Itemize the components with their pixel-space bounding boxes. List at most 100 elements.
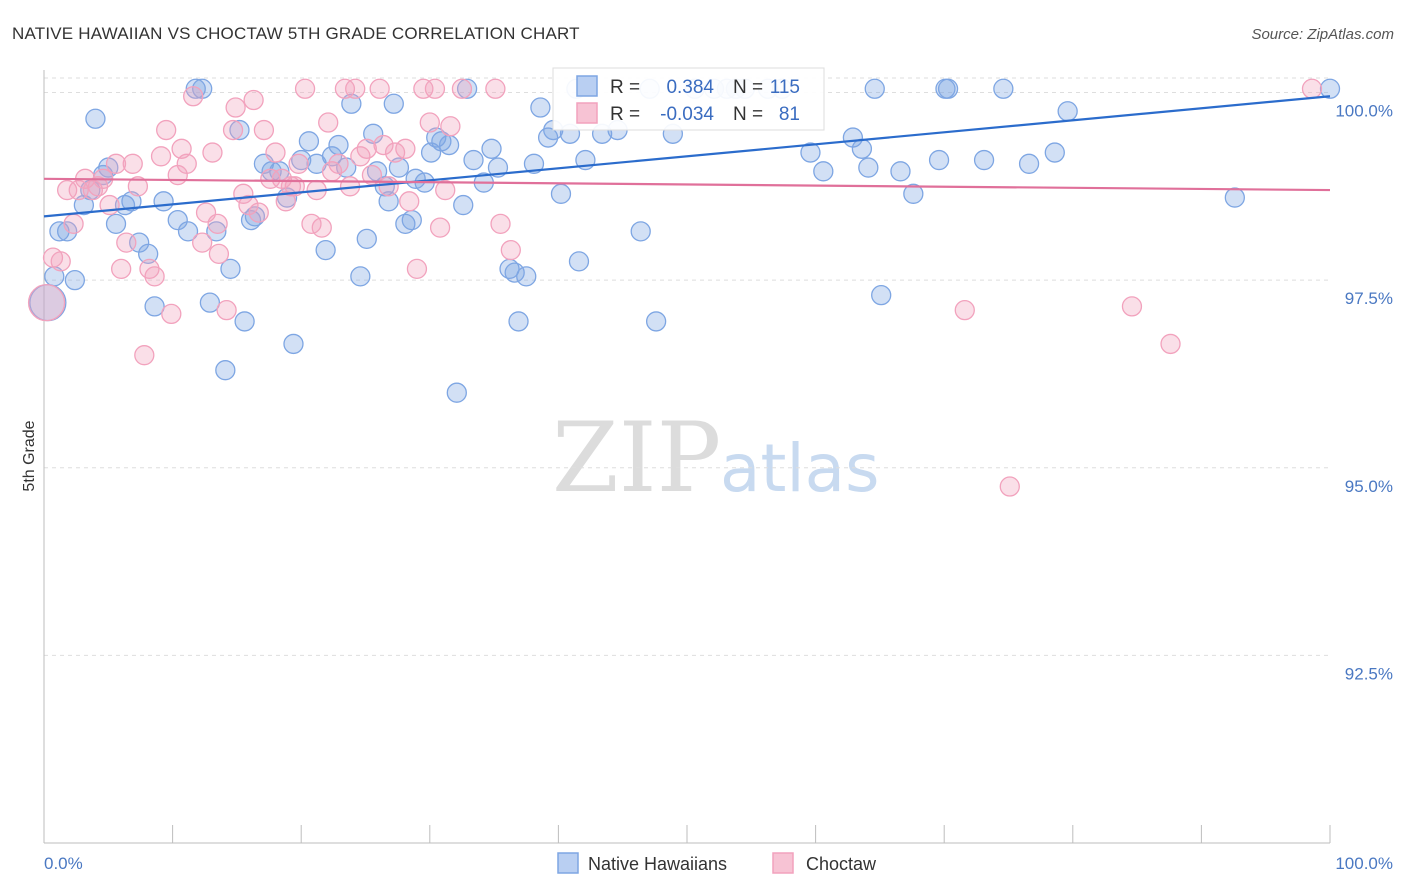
native-hawaiians-point-60 bbox=[456, 78, 478, 99]
native-hawaiians-point-50 bbox=[395, 213, 416, 234]
native-hawaiians-point-12 bbox=[121, 191, 142, 212]
choctaw-point-31 bbox=[216, 300, 237, 321]
stats-swatch-native-hawaiians bbox=[576, 75, 598, 97]
stats-swatch-choctaw bbox=[576, 102, 598, 124]
choctaw-point-45 bbox=[288, 153, 309, 174]
choctaw-point-21 bbox=[161, 303, 182, 325]
choctaw-point-63 bbox=[395, 138, 416, 159]
choctaw-point-61 bbox=[378, 176, 399, 197]
choctaw-point-57 bbox=[356, 138, 377, 159]
native-hawaiians-point-54 bbox=[420, 142, 442, 163]
stats-r-choctaw: -0.034 bbox=[660, 104, 714, 125]
native-hawaiians-point-34 bbox=[291, 149, 312, 171]
choctaw-point-50 bbox=[318, 112, 339, 133]
native-hawaiians-point-95 bbox=[858, 157, 879, 178]
choctaw-point-38 bbox=[253, 119, 275, 141]
choctaw-point-76 bbox=[954, 300, 975, 321]
native-hawaiians-point-7 bbox=[85, 108, 106, 129]
native-hawaiians-point-59 bbox=[453, 194, 474, 216]
choctaw-point-12 bbox=[111, 258, 132, 280]
choctaw-point-78 bbox=[1121, 296, 1143, 317]
watermark: ZIP atlas bbox=[552, 402, 880, 514]
native-hawaiians-point-96 bbox=[864, 78, 885, 99]
choctaw-point-16 bbox=[134, 345, 155, 366]
native-hawaiians-point-35 bbox=[298, 131, 320, 152]
native-hawaiians-point-42 bbox=[350, 266, 371, 287]
choctaw-point-68 bbox=[424, 78, 446, 99]
choctaw-point-67 bbox=[419, 112, 440, 133]
choctaw-point-37 bbox=[248, 202, 269, 223]
native-hawaiians-point-73 bbox=[550, 183, 572, 204]
choctaw-point-0 bbox=[27, 284, 66, 322]
native-hawaiians-point-82 bbox=[645, 311, 667, 332]
native-hawaiians-point-48 bbox=[383, 93, 404, 114]
choctaw-point-59 bbox=[369, 78, 390, 99]
choctaw-point-70 bbox=[435, 179, 456, 201]
legend-label-choctaw: Choctaw bbox=[806, 854, 877, 874]
choctaw-point-65 bbox=[406, 258, 428, 280]
choctaw-point-13 bbox=[116, 232, 137, 253]
native-hawaiians-point-25 bbox=[229, 119, 250, 141]
choctaw-point-35 bbox=[238, 194, 259, 216]
choctaw-point-3 bbox=[56, 179, 78, 201]
y-tick-label-95: 95.0% bbox=[1345, 477, 1393, 496]
native-hawaiians-point-105 bbox=[1018, 153, 1040, 174]
native-hawaiians-point-76 bbox=[568, 251, 590, 272]
native-hawaiians-point-27 bbox=[240, 209, 262, 231]
choctaw-point-28 bbox=[202, 142, 223, 163]
choctaw-point-29 bbox=[207, 213, 228, 234]
native-hawaiians-point-19 bbox=[185, 78, 206, 99]
native-hawaiians-point-18 bbox=[177, 221, 199, 242]
native-hawaiians-point-33 bbox=[283, 333, 304, 355]
native-hawaiians-point-99 bbox=[903, 183, 924, 204]
choctaw-point-80 bbox=[1301, 78, 1323, 99]
native-hawaiians-point-28 bbox=[244, 206, 266, 227]
native-hawaiians-point-49 bbox=[388, 157, 410, 178]
choctaw-point-20 bbox=[156, 119, 177, 141]
trend-lines bbox=[43, 95, 1331, 218]
choctaw-point-73 bbox=[485, 78, 506, 99]
native-hawaiians-point-102 bbox=[937, 78, 959, 99]
native-hawaiians-point-94 bbox=[851, 138, 873, 159]
native-hawaiians-point-24 bbox=[220, 258, 241, 280]
native-hawaiians-point-58 bbox=[446, 382, 467, 403]
choctaw-point-42 bbox=[275, 191, 296, 212]
trend-line-choctaw bbox=[43, 177, 1331, 192]
native-hawaiians-point-57 bbox=[438, 134, 460, 156]
choctaw-point-30 bbox=[208, 243, 230, 265]
x-tick-label-min: 0.0% bbox=[44, 854, 83, 873]
native-hawaiians-point-67 bbox=[508, 311, 529, 332]
choctaw-point-39 bbox=[260, 168, 281, 189]
native-hawaiians-point-44 bbox=[363, 123, 384, 144]
native-hawaiians-point-5 bbox=[73, 194, 95, 216]
native-hawaiians-point-97 bbox=[871, 284, 892, 306]
native-hawaiians-point-103 bbox=[973, 149, 995, 171]
native-hawaiians-point-47 bbox=[378, 191, 399, 212]
native-hawaiians-point-23 bbox=[215, 360, 236, 381]
native-hawaiians-point-4 bbox=[64, 269, 86, 291]
choctaw-point-26 bbox=[192, 232, 213, 253]
stats-box-frame bbox=[552, 67, 825, 131]
choctaw-point-64 bbox=[399, 191, 420, 212]
legend-swatch-native-hawaiians bbox=[557, 852, 579, 874]
choctaw-point-23 bbox=[171, 138, 192, 159]
native-hawaiians-point-10 bbox=[105, 213, 127, 234]
native-hawaiians-point-51 bbox=[401, 209, 422, 231]
chart-title: NATIVE HAWAIIAN VS CHOCTAW 5TH GRADE COR… bbox=[12, 24, 580, 43]
choctaw-point-2 bbox=[50, 251, 71, 272]
watermark-atlas: atlas bbox=[720, 430, 880, 507]
native-hawaiians-point-14 bbox=[138, 243, 159, 265]
native-hawaiians-point-41 bbox=[341, 93, 362, 114]
choctaw-point-75 bbox=[500, 239, 521, 261]
trend-line-native-hawaiians bbox=[43, 95, 1331, 218]
choctaw-point-24 bbox=[176, 153, 197, 174]
native-hawaiians-point-21 bbox=[199, 292, 221, 313]
native-hawaiians-point-22 bbox=[206, 221, 227, 242]
choctaw-point-72 bbox=[451, 78, 473, 99]
native-hawaiians-point-80 bbox=[630, 221, 651, 242]
y-axis-tick-labels: 100.0% 97.5% 95.0% 92.5% bbox=[1335, 102, 1393, 684]
choctaw-point-53 bbox=[334, 78, 356, 99]
choctaw-point-14 bbox=[122, 153, 143, 174]
stats-n-label-native-hawaiians: N = bbox=[733, 77, 763, 98]
native-hawaiians-point-39 bbox=[328, 134, 349, 156]
